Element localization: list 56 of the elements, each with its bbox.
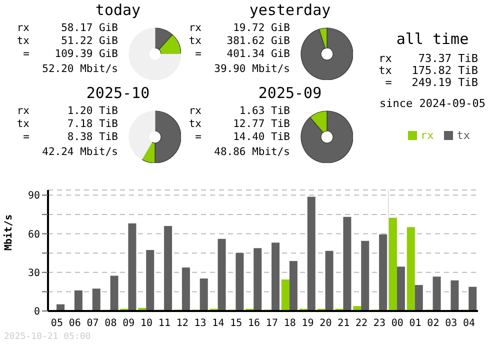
text: = 109.39 GiB <box>22 48 118 61</box>
text: = 249.19 TiB <box>384 76 478 89</box>
y-tick-label: 0 <box>34 306 40 318</box>
x-tick-label: 07 <box>86 318 99 330</box>
x-tick-label: 18 <box>284 318 296 330</box>
y-tick-label: 60 <box>28 229 40 240</box>
x-tick-label: 06 <box>68 318 81 330</box>
text: tx 51.22 GiB <box>16 35 118 48</box>
chart-title: 2025-09 <box>257 84 323 102</box>
text: = 401.34 GiB <box>194 48 290 61</box>
text: 42.24 Mbit/s <box>41 146 118 159</box>
x-tick-label: 16 <box>248 318 260 330</box>
x-tick-label: 17 <box>266 318 278 330</box>
y-tick-label: 90 <box>28 190 40 202</box>
x-tick-label: 05 <box>50 318 63 330</box>
text: 52.20 Mbit/s <box>41 63 118 76</box>
text: 39.90 Mbit/s <box>213 63 290 76</box>
x-tick-label: 10 <box>140 318 153 330</box>
text: tx 381.62 GiB <box>188 35 290 48</box>
x-tick-label: 08 <box>104 318 117 330</box>
chart-title: yesterday <box>248 1 332 19</box>
x-tick-label: 20 <box>320 318 332 330</box>
text: = 8.38 TiB <box>22 131 118 144</box>
text: rx 73.37 TiB <box>378 52 478 65</box>
x-tick-label: 21 <box>338 318 350 330</box>
text: rx 1.20 TiB <box>16 105 118 118</box>
text: tx 12.77 TiB <box>188 118 290 131</box>
text: rx 19.72 GiB <box>188 22 290 35</box>
text: rx 58.17 GiB <box>16 22 118 35</box>
x-tick-label: 12 <box>176 318 188 330</box>
x-tick-label: 03 <box>445 318 458 330</box>
chart-title: today <box>94 1 142 19</box>
x-tick-label: 23 <box>373 318 386 330</box>
x-tick-label: 04 <box>463 318 476 330</box>
text: tx 7.18 TiB <box>16 118 118 131</box>
text: since 2024-09-05 <box>378 97 486 110</box>
text: = 14.40 TiB <box>194 131 290 144</box>
x-tick-label: 14 <box>212 318 224 330</box>
legend-label: tx <box>456 129 470 142</box>
x-tick-label: 09 <box>122 318 135 330</box>
text: 48.86 Mbit/s <box>213 146 290 159</box>
x-tick-label: 01 <box>409 318 422 330</box>
x-tick-label: 02 <box>427 318 440 330</box>
legend-label: rx <box>420 129 434 142</box>
text: all time <box>395 30 470 48</box>
x-tick-label: 00 <box>391 318 404 330</box>
text: tx 175.82 TiB <box>378 64 478 77</box>
x-tick-label: 11 <box>158 318 170 330</box>
x-tick-label: 15 <box>230 318 242 330</box>
y-axis-title: Mbit/s <box>2 214 15 250</box>
x-tick-label: 22 <box>356 318 368 330</box>
x-tick-label: 19 <box>302 318 314 330</box>
chart-title: 2025-10 <box>85 84 151 102</box>
y-tick-label: 30 <box>28 268 40 279</box>
x-tick-label: 13 <box>194 318 206 330</box>
text: rx 1.63 TiB <box>188 105 290 118</box>
